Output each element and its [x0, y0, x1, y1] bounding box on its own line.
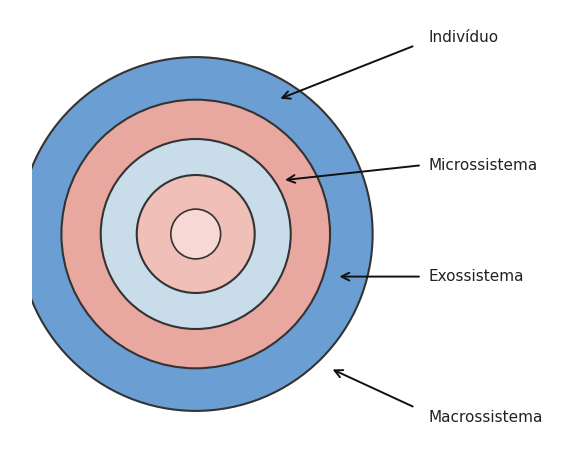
Circle shape	[19, 57, 373, 411]
Circle shape	[171, 209, 220, 259]
Circle shape	[101, 139, 290, 329]
Text: Indivíduo: Indivíduo	[428, 30, 499, 45]
Text: Microssistema: Microssistema	[428, 158, 537, 173]
Text: Macrossistema: Macrossistema	[428, 410, 543, 425]
Circle shape	[137, 175, 255, 293]
Text: Exossistema: Exossistema	[428, 269, 524, 284]
Circle shape	[61, 100, 330, 368]
